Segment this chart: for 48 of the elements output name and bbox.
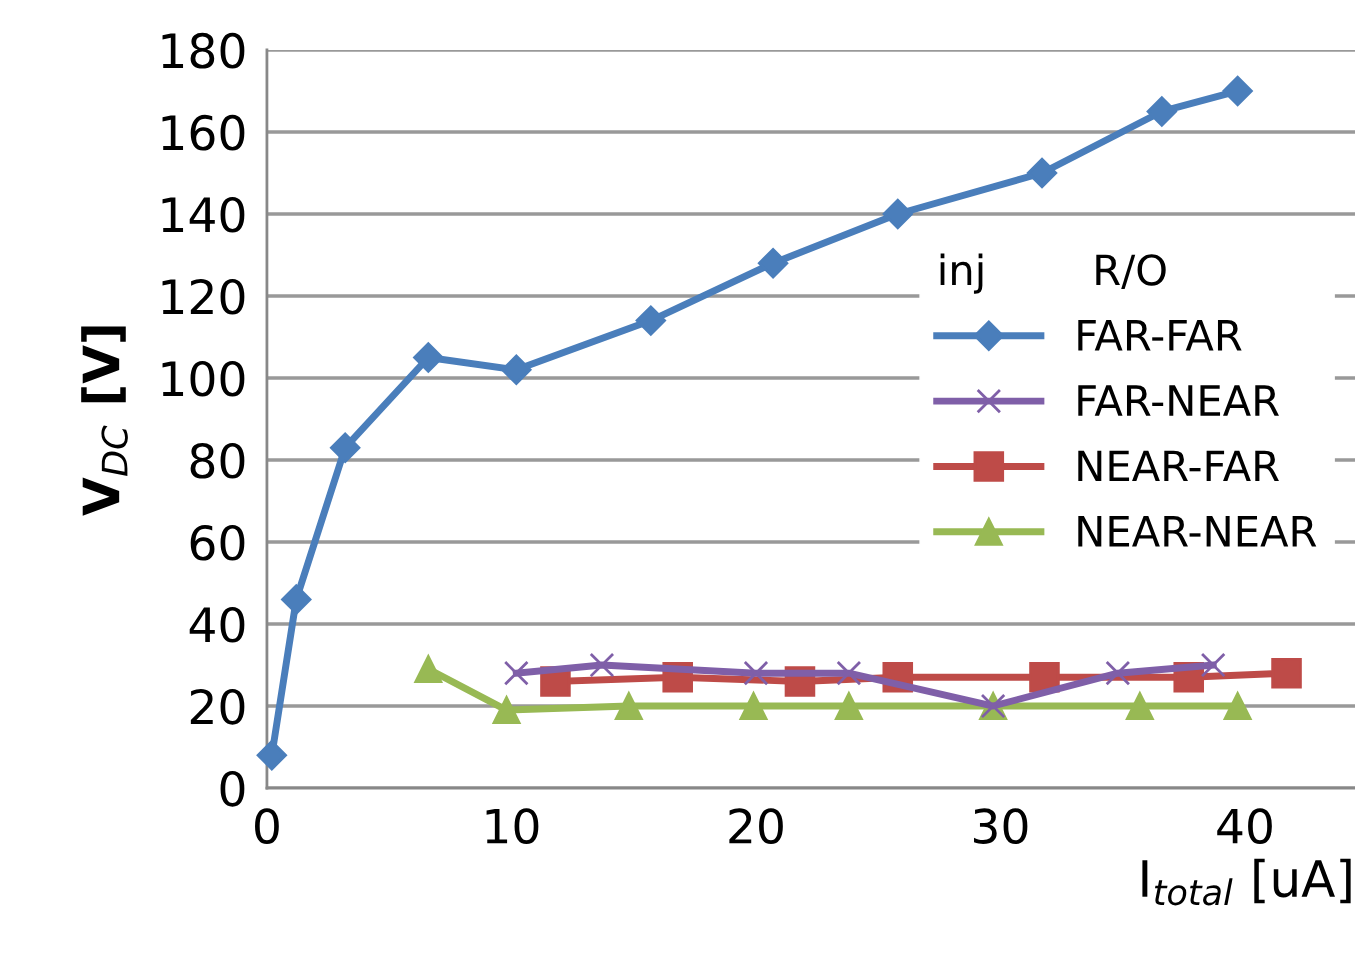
point xyxy=(635,305,666,336)
point xyxy=(836,660,862,686)
point xyxy=(501,354,532,385)
point xyxy=(503,660,529,686)
x-tick-label: 20 xyxy=(729,808,783,845)
y-tick-label: 180 xyxy=(162,32,245,69)
point xyxy=(256,740,287,771)
x-tick-label: 0 xyxy=(255,808,279,845)
point xyxy=(1026,157,1058,189)
y-axis-title: V$_{DC}$ [V] xyxy=(81,326,128,516)
point xyxy=(414,655,443,683)
y-tick-label: 140 xyxy=(162,196,245,233)
point xyxy=(589,652,615,678)
y-tick-label: 120 xyxy=(162,278,245,315)
point xyxy=(1223,692,1252,720)
y-tick-label: 40 xyxy=(189,606,245,643)
y-tick-label: 20 xyxy=(190,688,245,725)
point xyxy=(1105,660,1131,686)
point xyxy=(330,432,361,463)
point xyxy=(281,584,312,615)
y-tick-label: 60 xyxy=(190,524,245,561)
point xyxy=(743,660,769,686)
point xyxy=(1146,96,1177,127)
point xyxy=(1271,657,1302,689)
point xyxy=(1200,652,1226,678)
y-tick-label: 0 xyxy=(220,770,245,807)
legend-label: FAR-NEAR xyxy=(1078,385,1279,416)
point xyxy=(413,342,444,373)
point xyxy=(739,692,768,720)
point xyxy=(1222,75,1253,107)
point xyxy=(1125,692,1154,720)
point xyxy=(614,692,643,720)
point xyxy=(882,198,913,230)
point xyxy=(757,248,789,279)
y-tick-label: 100 xyxy=(162,360,245,397)
y-tick-label: 80 xyxy=(190,442,245,479)
x-tick-label: 30 xyxy=(974,808,1028,845)
legend-label: NEAR-FAR xyxy=(1078,450,1279,482)
x-axis-title: I$_{total}$ [uA] xyxy=(1142,858,1351,906)
legend-title: inj R/O xyxy=(940,253,1166,294)
y-tick-label: 160 xyxy=(162,114,245,151)
point xyxy=(1029,662,1060,693)
point xyxy=(492,696,521,725)
point xyxy=(834,692,863,720)
x-tick-label: 10 xyxy=(486,808,539,845)
legend-label: FAR-FAR xyxy=(1078,320,1242,351)
legend-label: NEAR-NEAR xyxy=(1078,516,1317,547)
x-tick-label: 40 xyxy=(1217,808,1272,845)
